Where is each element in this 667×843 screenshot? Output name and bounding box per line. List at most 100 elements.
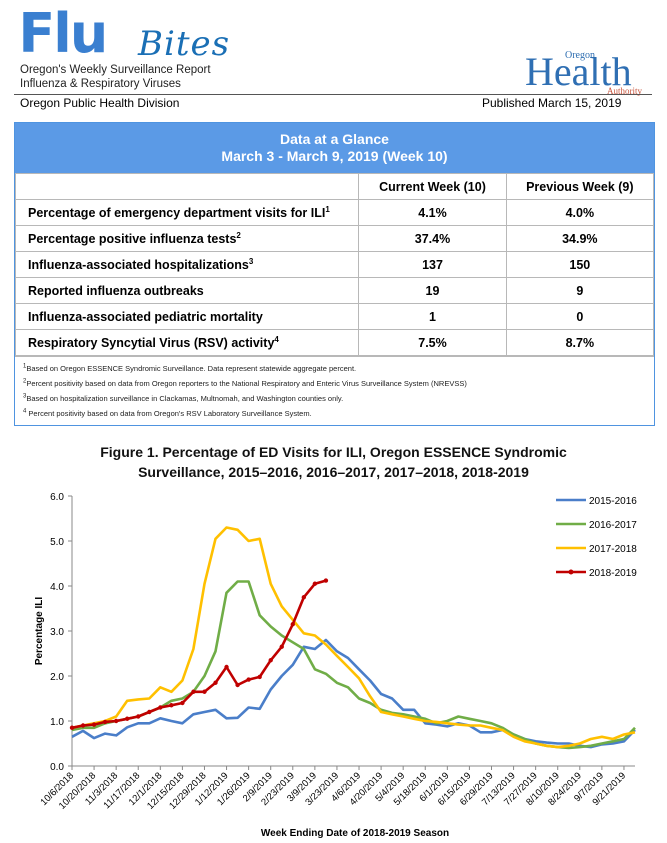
flu-logo-mark: Flu <box>18 6 108 58</box>
table-row: Influenza-associated pediatric mortality… <box>14 303 655 330</box>
division-name: Oregon Public Health Division <box>20 96 180 110</box>
legend-label-2018-2019: 2018-2019 <box>589 568 637 579</box>
current-value: 19 <box>358 277 507 304</box>
data-point-2018-2019 <box>91 722 97 727</box>
report-subtitle-topic: Influenza & Respiratory Viruses <box>20 78 181 90</box>
bites-logo-text: Bites <box>138 24 231 64</box>
legend-label-2017-2018: 2017-2018 <box>589 544 637 555</box>
data-point-2018-2019 <box>69 725 75 730</box>
row-label: Influenza-associated pediatric mortality <box>28 309 263 324</box>
table-row: Respiratory Syncytial Virus (RSV) activi… <box>14 329 655 356</box>
current-value: 1 <box>358 303 507 330</box>
data-point-2018-2019 <box>102 719 108 725</box>
y-tick-label: 1.0 <box>50 717 64 728</box>
data-point-2018-2019 <box>158 705 163 710</box>
legend-label-2015-2016: 2015-2016 <box>589 496 637 507</box>
current-value: 7.5% <box>358 329 507 356</box>
row-label: Influenza-associated hospitalizations <box>28 257 249 272</box>
glance-title: Data at a Glance <box>280 131 389 147</box>
data-point-2018-2019 <box>323 578 329 583</box>
data-at-a-glance-panel: Data at a Glance March 3 - March 9, 2019… <box>14 122 655 426</box>
footnote: 4 Percent positivity based on data from … <box>23 408 312 419</box>
header-divider <box>14 94 652 95</box>
data-point-2018-2019 <box>257 674 262 680</box>
figure-title-line2: Surveillance, 2015–2016, 2016–2017, 2017… <box>138 464 529 480</box>
series-line-2015-2016 <box>71 638 636 749</box>
table-row: Percentage of emergency department visit… <box>14 199 655 226</box>
data-point-2018-2019 <box>180 700 185 706</box>
data-point-2018-2019 <box>191 689 196 694</box>
current-value: 137 <box>358 251 507 278</box>
data-point-2018-2019 <box>213 680 218 685</box>
data-point-2018-2019 <box>80 723 86 728</box>
y-tick-label: 5.0 <box>50 537 64 548</box>
table-row: Percentage positive influenza tests2 37.… <box>14 225 655 252</box>
legend-marker <box>568 569 574 575</box>
ili-line-chart: 0.0 1.0 2.0 3.0 4.0 5.0 6.0 10/6/201810/20/201… <box>34 492 637 839</box>
row-label: Reported influenza outbreaks <box>28 283 204 298</box>
col-previous-week: Previous Week (9) <box>505 173 655 200</box>
series-group <box>69 526 636 750</box>
data-point-2018-2019 <box>136 714 141 719</box>
data-point-2018-2019 <box>124 716 130 721</box>
footnote-ref: 3 <box>248 256 254 266</box>
footnote-ref: 4 <box>274 334 279 344</box>
y-tick-label: 3.0 <box>50 627 64 638</box>
previous-value: 150 <box>505 251 655 278</box>
data-point-2018-2019 <box>268 658 273 663</box>
y-tick-label: 0.0 <box>50 762 64 773</box>
data-point-2018-2019 <box>301 595 307 600</box>
data-point-2018-2019 <box>290 622 295 627</box>
data-point-2018-2019 <box>224 664 229 670</box>
footnotes: 1Based on Oregon ESSENCE Syndromic Surve… <box>15 356 654 425</box>
footnote-ref: 2 <box>236 230 241 240</box>
row-label: Respiratory Syncytial Virus (RSV) activi… <box>28 335 275 350</box>
table-row: Influenza-associated hospitalizations3 1… <box>14 251 655 278</box>
col-current-week: Current Week (10) <box>358 173 507 200</box>
data-point-2018-2019 <box>113 718 119 724</box>
glance-table: Current Week (10) Previous Week (9) Perc… <box>14 173 655 356</box>
series-line-2017-2018 <box>71 526 636 749</box>
data-point-2018-2019 <box>147 709 152 715</box>
previous-value: 4.0% <box>505 199 655 226</box>
glance-header: Data at a Glance March 3 - March 9, 2019… <box>15 123 654 173</box>
previous-value: 9 <box>505 277 655 304</box>
oha-logo-oregon: Oregon <box>565 50 595 61</box>
data-point-2018-2019 <box>202 689 207 694</box>
data-point-2018-2019 <box>169 703 174 708</box>
previous-value: 34.9% <box>505 225 655 252</box>
data-point-2018-2019 <box>312 581 318 586</box>
oha-logo-authority: Authority <box>607 86 642 96</box>
x-axis-label: Week Ending Date of 2018-2019 Season <box>261 828 449 839</box>
legend-label-2016-2017: 2016-2017 <box>589 520 637 531</box>
footnote: 1Based on Oregon ESSENCE Syndromic Surve… <box>23 363 357 374</box>
y-axis-label: Percentage ILI <box>34 597 45 666</box>
previous-value: 8.7% <box>505 329 655 356</box>
glance-week-range: March 3 - March 9, 2019 (Week 10) <box>221 148 448 164</box>
y-tick-group: 0.0 1.0 2.0 3.0 4.0 5.0 6.0 <box>50 492 72 773</box>
footnote: 2Percent positivity based on data from O… <box>23 378 467 389</box>
flu-logo-text: Flu <box>18 6 106 58</box>
row-label: Percentage of emergency department visit… <box>28 205 326 220</box>
figure-title-line1: Figure 1. Percentage of ED Visits for IL… <box>100 444 567 460</box>
y-tick-label: 2.0 <box>50 672 64 683</box>
glance-table-header: Current Week (10) Previous Week (9) <box>14 173 655 200</box>
row-label: Percentage positive influenza tests <box>28 231 237 246</box>
legend: 2015-2016 2016-2017 2017-2018 2018-2019 <box>556 496 637 579</box>
previous-value: 0 <box>505 303 655 330</box>
series-line-2018-2019 <box>71 579 327 730</box>
published-date: Published March 15, 2019 <box>482 96 622 110</box>
x-tick-group: 10/6/201810/20/201811/3/201811/17/201812… <box>38 766 628 812</box>
oha-logo-health: Health <box>525 49 632 94</box>
data-point-2018-2019 <box>246 677 251 682</box>
data-point-2018-2019 <box>235 682 240 688</box>
y-tick-label: 6.0 <box>50 492 64 503</box>
footnote-ref: 1 <box>325 204 330 214</box>
current-value: 37.4% <box>358 225 507 252</box>
table-row: Reported influenza outbreaks 19 9 <box>14 277 655 304</box>
report-header: Flu Bites Oregon's Weekly Surveillance R… <box>0 0 667 112</box>
current-value: 4.1% <box>358 199 507 226</box>
report-subtitle: Oregon's Weekly Surveillance Report <box>20 64 211 76</box>
data-point-2018-2019 <box>279 644 284 649</box>
y-tick-label: 4.0 <box>50 582 64 593</box>
